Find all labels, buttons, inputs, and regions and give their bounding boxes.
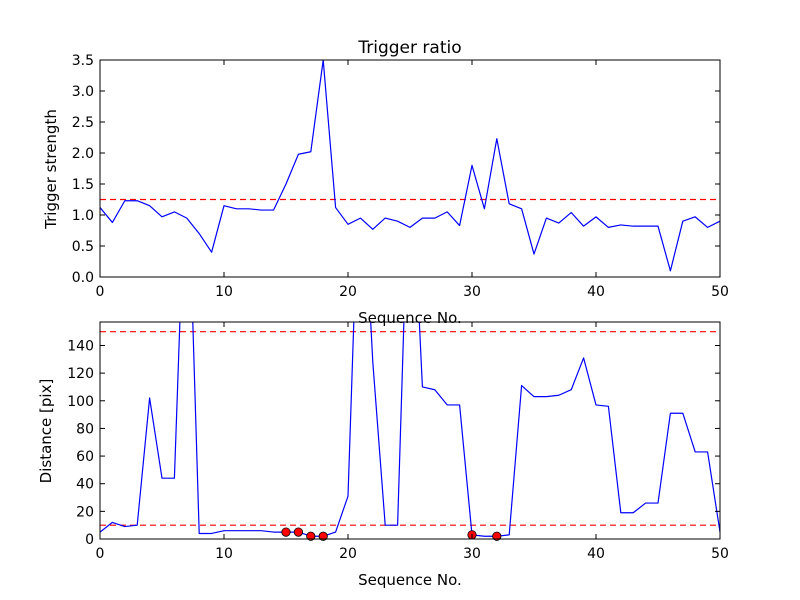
x-tick-label: 0 — [96, 284, 105, 300]
x-tick-label: 40 — [587, 284, 605, 300]
y-tick-label: 0 — [85, 532, 94, 548]
x-tick-label: 0 — [96, 546, 105, 562]
x-tick-label: 20 — [339, 546, 357, 562]
x-axis-label: Sequence No. — [358, 309, 462, 327]
x-tick-label: 50 — [711, 284, 729, 300]
axes-frame — [99, 321, 721, 540]
x-tick-label: 40 — [587, 546, 605, 562]
x-tick-label: 30 — [463, 546, 481, 562]
data-point-marker — [293, 527, 303, 537]
axes-frame — [99, 59, 721, 278]
y-tick-label: 2.5 — [72, 115, 94, 131]
data-line — [100, 322, 720, 537]
data-point-marker — [492, 531, 502, 541]
y-tick-label: 3.0 — [72, 84, 94, 100]
y-tick-label: 2.0 — [72, 146, 94, 162]
y-tick-label: 20 — [76, 504, 94, 520]
y-tick-label: 1.0 — [72, 208, 94, 224]
x-tick-label: 30 — [463, 284, 481, 300]
y-tick-label: 1.5 — [72, 177, 94, 193]
x-tick-label: 10 — [215, 284, 233, 300]
y-tick-label: 60 — [76, 449, 94, 465]
y-axis-label: Trigger strength — [42, 109, 60, 230]
y-tick-label: 0.5 — [72, 239, 94, 255]
x-axis-label: Sequence No. — [358, 571, 462, 589]
x-tick-label: 20 — [339, 284, 357, 300]
y-tick-label: 100 — [67, 394, 94, 410]
data-point-marker — [318, 531, 328, 541]
plot-title: Trigger ratio — [357, 38, 461, 58]
distance-plot: Sequence No. Distance [pix] 0 10 20 30 40 50 0… — [37, 321, 729, 589]
y-tick-label: 40 — [76, 477, 94, 493]
data-line — [100, 60, 720, 272]
y-tick-label: 120 — [67, 366, 94, 382]
y-axis-label: Distance [pix] — [37, 379, 55, 484]
data-point-marker — [306, 531, 316, 541]
x-tick-label: 10 — [215, 546, 233, 562]
x-tick-label: 50 — [711, 546, 729, 562]
y-tick-label: 140 — [67, 338, 94, 354]
y-tick-label: 0.0 — [72, 270, 94, 286]
y-tick-label: 80 — [76, 421, 94, 437]
y-tick-label: 3.5 — [72, 53, 94, 69]
trigger-ratio-plot: Trigger ratio Sequence No. Trigger stren… — [42, 38, 729, 327]
data-point-marker — [281, 527, 291, 537]
